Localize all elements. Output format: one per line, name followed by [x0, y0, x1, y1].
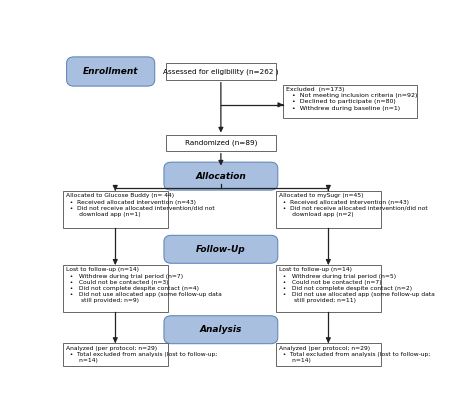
Text: Analyzed (per protocol; n=29)
  •  Total excluded from analysis (lost to follow-: Analyzed (per protocol; n=29) • Total ex…: [279, 346, 430, 363]
FancyBboxPatch shape: [164, 316, 278, 344]
FancyBboxPatch shape: [63, 191, 168, 228]
FancyBboxPatch shape: [276, 265, 381, 312]
Text: Allocated to Glucose Buddy (n= 44)
  •  Received allocated intervention (n=43)
 : Allocated to Glucose Buddy (n= 44) • Rec…: [66, 193, 215, 217]
FancyBboxPatch shape: [66, 57, 155, 86]
Text: Follow-Up: Follow-Up: [196, 245, 246, 254]
FancyBboxPatch shape: [63, 343, 168, 366]
FancyBboxPatch shape: [166, 135, 276, 151]
Text: Assessed for eligibility (n=262 ): Assessed for eligibility (n=262 ): [163, 68, 279, 75]
Text: Lost to follow-up (n=14)
  •   Withdrew during trial period (n=7)
  •   Could no: Lost to follow-up (n=14) • Withdrew duri…: [66, 267, 222, 304]
Text: Lost to follow-up (n=14)
  •   Withdrew during trial period (n=5)
  •   Could no: Lost to follow-up (n=14) • Withdrew duri…: [279, 267, 435, 304]
Text: Randomized (n=89): Randomized (n=89): [185, 140, 257, 146]
FancyBboxPatch shape: [164, 235, 278, 263]
Text: Allocated to mySugr (n=45)
  •  Received allocated intervention (n=43)
  •  Did : Allocated to mySugr (n=45) • Received al…: [279, 193, 428, 217]
Text: Analyzed (per protocol; n=29)
  •  Total excluded from analysis (lost to follow-: Analyzed (per protocol; n=29) • Total ex…: [66, 346, 217, 363]
FancyBboxPatch shape: [63, 265, 168, 312]
Text: Analysis: Analysis: [200, 325, 242, 334]
FancyBboxPatch shape: [283, 85, 418, 118]
Text: Enrollment: Enrollment: [83, 67, 138, 76]
Text: Excluded  (n=173)
   •  Not meeting inclusion criteria (n=92)
   •  Declined to : Excluded (n=173) • Not meeting inclusion…: [286, 87, 418, 111]
FancyBboxPatch shape: [276, 343, 381, 366]
FancyBboxPatch shape: [166, 63, 276, 80]
FancyBboxPatch shape: [164, 162, 278, 190]
Text: Allocation: Allocation: [195, 172, 246, 180]
FancyBboxPatch shape: [276, 191, 381, 228]
